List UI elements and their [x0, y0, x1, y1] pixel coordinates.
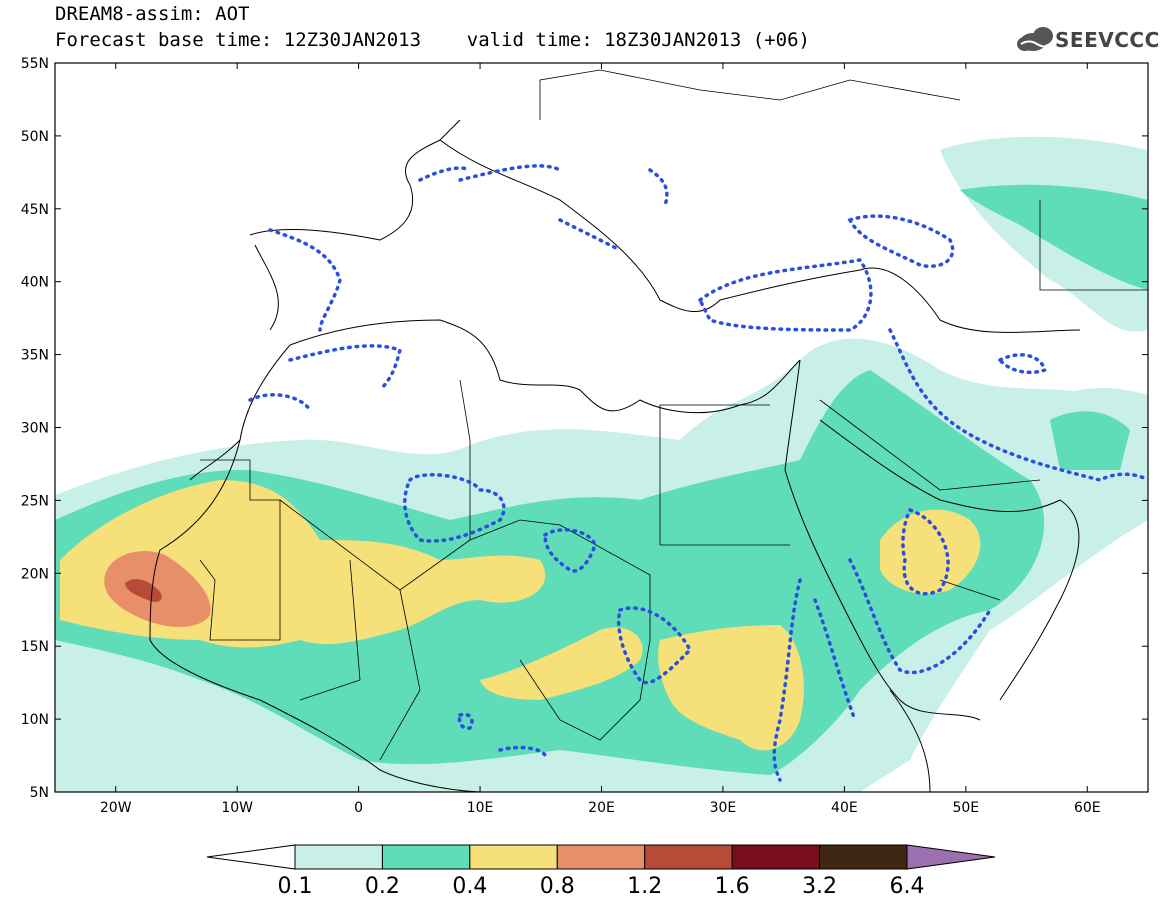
colorbar-label: 3.2: [802, 874, 837, 899]
colorbar-label: 0.8: [540, 874, 575, 899]
map-title: DREAM8-assim: AOT: [55, 3, 250, 25]
longitude-axis: 20W 10W 0 10E 20E 30E 40E 50E 60E: [100, 63, 1101, 816]
lon-tick-label: 30E: [710, 800, 737, 816]
colorbar-label: 0.2: [365, 874, 400, 899]
colorbar-label: 0.4: [452, 874, 487, 899]
lat-tick-label: 25N: [21, 493, 49, 509]
colorbar-label: 1.2: [627, 874, 662, 899]
lat-tick-label: 45N: [21, 202, 49, 218]
aot-shading: [55, 136, 1148, 792]
lat-tick-label: 55N: [21, 56, 49, 72]
logo-text: SEEVCCC: [1055, 28, 1160, 52]
lat-tick-label: 10N: [21, 712, 49, 728]
forecast-time-line: Forecast base time: 12Z30JAN2013 valid t…: [55, 29, 810, 51]
aot-band-1.2: [125, 579, 162, 603]
lon-tick-label: 20W: [100, 800, 132, 816]
colorbar-swatch: [381, 844, 471, 870]
lat-tick-label: 30N: [21, 421, 49, 437]
lon-tick-label: 10E: [467, 800, 494, 816]
lat-tick-label: 5N: [30, 785, 49, 801]
lat-tick-label: 35N: [21, 348, 49, 364]
colorbar-label: 1.6: [715, 874, 750, 899]
seevccc-logo: [1017, 27, 1054, 51]
colorbar-swatch: [644, 844, 733, 870]
aot-colorbar: 0.1 0.2 0.4 0.8 1.2 1.6 3.2 6.4: [206, 844, 996, 899]
latitude-axis: 55N 50N 45N 40N 35N 30N 25N 20N 15N 10N 5N: [21, 56, 1148, 801]
dotted-contour: [248, 164, 1148, 782]
colorbar-swatch: [731, 844, 821, 870]
lon-tick-label: 0: [354, 800, 363, 816]
lon-tick-label: 10W: [221, 800, 253, 816]
colorbar-swatch: [556, 844, 646, 870]
colorbar-label: 0.1: [278, 874, 313, 899]
colorbar-label: 6.4: [890, 874, 925, 899]
lon-tick-label: 60E: [1074, 800, 1101, 816]
lat-tick-label: 20N: [21, 566, 49, 582]
lat-tick-label: 15N: [21, 639, 49, 655]
lon-tick-label: 20E: [588, 800, 615, 816]
lon-tick-label: 40E: [831, 800, 858, 816]
colorbar-low-arrow: [206, 844, 296, 870]
colorbar-swatch: [819, 844, 908, 870]
coastlines: [149, 119, 1081, 792]
lat-tick-label: 50N: [21, 129, 49, 145]
country-borders: [199, 69, 1148, 761]
aot-band-0.8: [104, 551, 211, 627]
colorbar-swatch: [469, 844, 558, 870]
lat-tick-label: 40N: [21, 275, 49, 291]
colorbar-high-arrow: [906, 844, 996, 870]
colorbar-swatch: [294, 844, 383, 870]
lon-tick-label: 50E: [952, 800, 979, 816]
